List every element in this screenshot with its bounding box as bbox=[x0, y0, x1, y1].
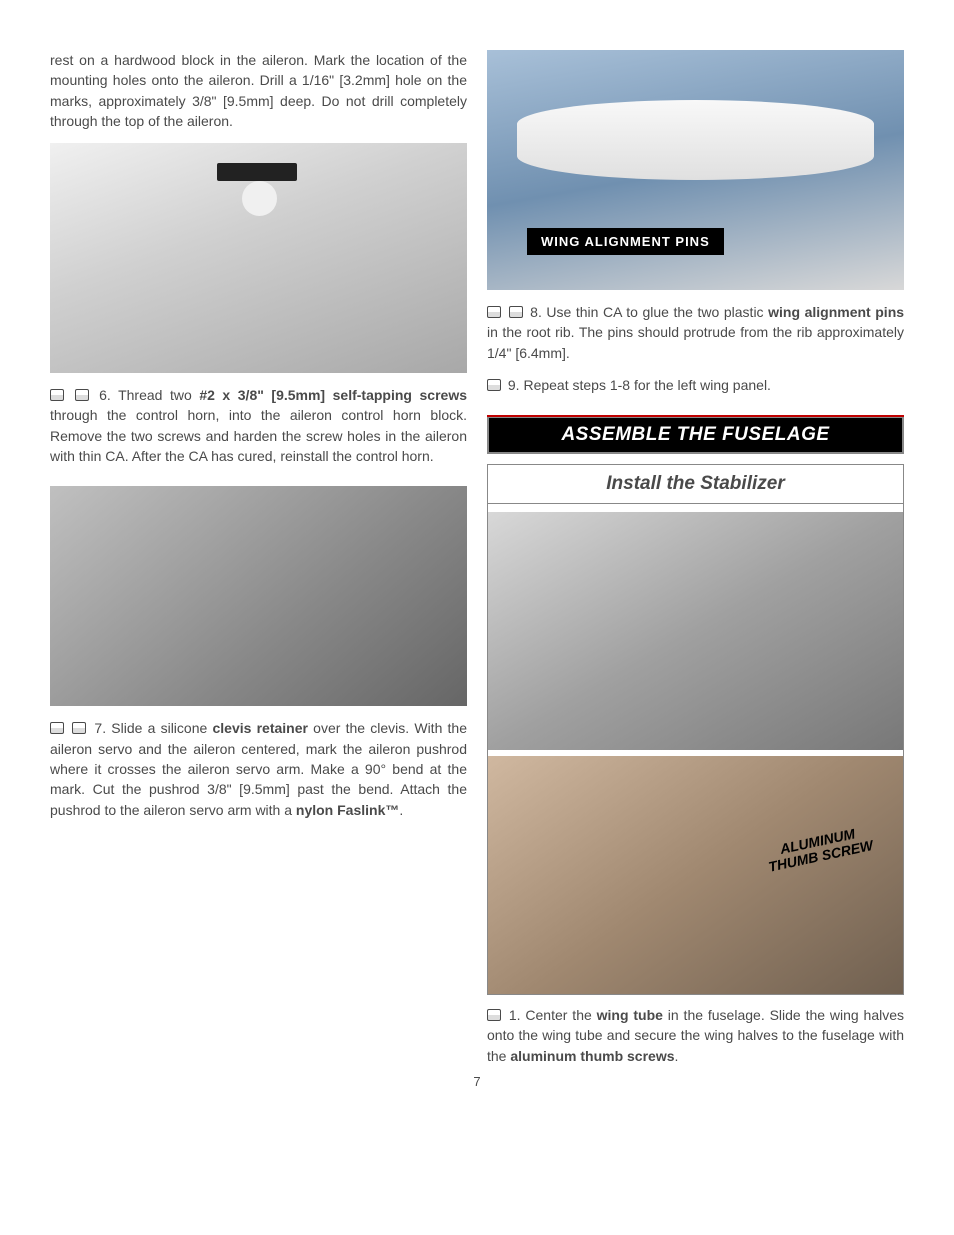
checkbox-icon bbox=[50, 389, 64, 401]
fuselage-step-1-text: 1. Center the wing tube in the fuselage.… bbox=[487, 1005, 904, 1066]
page-number: 7 bbox=[50, 1074, 904, 1089]
subsection-header: Install the Stabilizer bbox=[488, 465, 903, 504]
checkbox-icon bbox=[509, 306, 523, 318]
checkbox-icon bbox=[487, 1009, 501, 1021]
step-6-image bbox=[50, 143, 467, 373]
step-7-text: 7. Slide a silicone clevis retainer over… bbox=[50, 718, 467, 819]
right-column: WING ALIGNMENT PINS 8. Use thin CA to gl… bbox=[487, 50, 904, 1066]
step-6-text: 6. Thread two #2 x 3/8" [9.5mm] self-tap… bbox=[50, 385, 467, 466]
checkbox-icon bbox=[75, 389, 89, 401]
step-8-text: 8. Use thin CA to glue the two plastic w… bbox=[487, 302, 904, 363]
wing-pins-label: WING ALIGNMENT PINS bbox=[527, 228, 724, 255]
checkbox-icon bbox=[487, 306, 501, 318]
left-column: rest on a hardwood block in the aileron.… bbox=[50, 50, 467, 1066]
subsection-box: Install the Stabilizer ALUMINUM THUMB SC… bbox=[487, 464, 904, 995]
checkbox-icon bbox=[487, 379, 501, 391]
step-9-text: 9. Repeat steps 1-8 for the left wing pa… bbox=[487, 375, 904, 395]
thumb-screw-label: ALUMINUM THUMB SCREW bbox=[764, 823, 875, 875]
section-header: ASSEMBLE THE FUSELAGE bbox=[487, 415, 904, 454]
checkbox-icon bbox=[72, 722, 86, 734]
stabilizer-image-2: ALUMINUM THUMB SCREW bbox=[488, 756, 903, 994]
step-8-image: WING ALIGNMENT PINS bbox=[487, 50, 904, 290]
step-7-image bbox=[50, 486, 467, 706]
intro-paragraph: rest on a hardwood block in the aileron.… bbox=[50, 50, 467, 131]
stabilizer-image-1 bbox=[488, 512, 903, 750]
checkbox-icon bbox=[50, 722, 64, 734]
